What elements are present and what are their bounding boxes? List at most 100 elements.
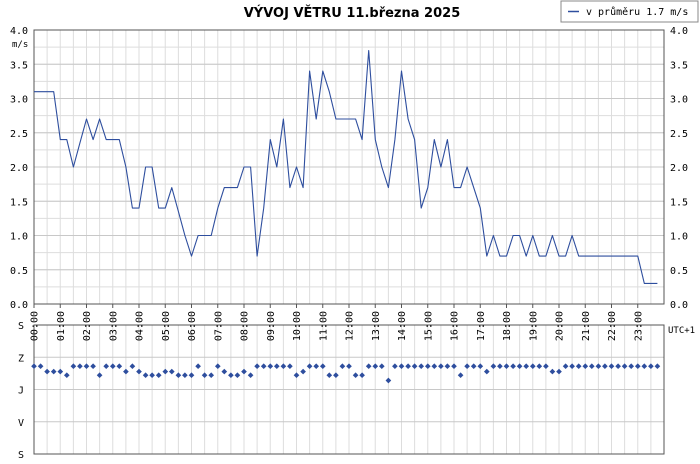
direction-point — [103, 363, 110, 370]
y-tick-label-right: 4.0 — [670, 26, 688, 37]
direction-point — [634, 363, 641, 370]
direction-point — [221, 368, 228, 375]
bottom-grid — [34, 325, 664, 454]
y-tick-label-left: 1.5 — [10, 197, 28, 208]
direction-point — [293, 372, 300, 379]
direction-point — [214, 363, 221, 370]
direction-point — [326, 372, 333, 379]
direction-tick-label: S — [18, 450, 24, 460]
direction-point — [359, 372, 365, 379]
direction-point — [116, 363, 123, 370]
x-axis: 00:00 01:00 02:00 03:00 04:00 05:00 06:00 07:00… — [30, 304, 644, 341]
direction-point — [569, 363, 575, 370]
x-tick-label: 19:00 — [528, 311, 539, 341]
y-tick-label-left: 4.0 — [10, 26, 28, 37]
x-tick-label: 09:00 — [266, 311, 277, 341]
direction-point — [339, 363, 346, 370]
direction-point — [228, 372, 234, 379]
direction-point — [306, 363, 313, 370]
direction-point — [234, 372, 241, 379]
y-tick-label-right: 0.5 — [670, 266, 688, 277]
direction-point — [398, 363, 405, 370]
y-tick-label-right: 1.0 — [670, 232, 688, 243]
direction-point — [123, 368, 129, 375]
y-tick-label-right: 1.5 — [670, 197, 688, 208]
direction-point — [510, 363, 516, 370]
direction-point — [241, 368, 247, 375]
direction-point — [129, 363, 136, 370]
x-tick-label: 07:00 — [213, 311, 224, 341]
top-grid — [34, 30, 664, 304]
x-tick-label: 13:00 — [371, 311, 382, 341]
y-tick-label-left: 3.0 — [10, 95, 28, 106]
direction-point — [175, 372, 182, 379]
direction-point — [155, 372, 162, 379]
direction-point — [136, 368, 142, 375]
direction-tick-label: J — [18, 386, 24, 397]
direction-point — [641, 363, 648, 370]
direction-point — [208, 372, 215, 379]
x-tick-label: 21:00 — [581, 311, 592, 341]
direction-point — [201, 372, 208, 379]
direction-point — [37, 363, 44, 370]
direction-point — [378, 363, 385, 370]
direction-point — [44, 368, 50, 375]
direction-point — [588, 363, 595, 370]
direction-point — [562, 363, 569, 370]
direction-point — [595, 363, 602, 370]
direction-point — [372, 363, 379, 370]
x-tick-label: 08:00 — [240, 311, 251, 341]
direction-point — [523, 363, 530, 370]
x-tick-label: 17:00 — [476, 311, 487, 341]
y-tick-label-left: 3.5 — [10, 60, 28, 71]
x-axis-label: UTC+1 — [668, 326, 695, 336]
y-tick-label-right: 3.5 — [670, 60, 688, 71]
direction-point — [162, 368, 169, 375]
direction-point — [352, 372, 359, 379]
direction-point — [536, 363, 543, 370]
legend-box — [560, 0, 699, 23]
direction-point — [497, 363, 503, 370]
direction-point — [57, 368, 64, 375]
x-tick-label: 02:00 — [82, 311, 93, 341]
direction-point — [470, 363, 477, 370]
direction-point — [628, 363, 635, 370]
direction-point — [96, 372, 103, 379]
y-tick-label-right: 3.0 — [670, 95, 688, 106]
direction-point — [431, 363, 438, 370]
direction-point — [188, 372, 195, 379]
direction-point — [490, 363, 497, 370]
x-tick-label: 23:00 — [633, 311, 644, 341]
direction-point — [424, 363, 431, 370]
direction-point — [451, 363, 457, 370]
direction-point — [582, 363, 589, 370]
direction-point — [385, 377, 392, 384]
legend: v průměru 1.7 m/s — [560, 0, 699, 23]
x-tick-label: 10:00 — [292, 311, 303, 341]
direction-point — [438, 363, 444, 370]
direction-point — [457, 372, 464, 379]
direction-point — [182, 372, 188, 379]
y-tick-label-right: 2.5 — [670, 129, 688, 140]
speed-series — [34, 49, 658, 284]
direction-point — [31, 363, 37, 370]
direction-point — [273, 363, 280, 370]
y-tick-label-left: 0.5 — [10, 266, 28, 277]
direction-point — [444, 363, 451, 370]
direction-tick-label: Z — [18, 353, 24, 364]
y-axis-unit: m/s — [12, 40, 28, 50]
direction-point — [109, 363, 116, 370]
direction-point — [280, 363, 287, 370]
y-tick-label-right: 0.0 — [670, 300, 688, 311]
direction-point — [503, 363, 510, 370]
bottom-plot-frame — [33, 324, 665, 455]
direction-point — [549, 368, 556, 375]
chart-title: VÝVOJ VĚTRU 11.března 2025 — [244, 5, 461, 21]
direction-axis: S V J Z S — [18, 321, 24, 461]
direction-point — [70, 363, 77, 370]
direction-point — [602, 363, 608, 370]
x-tick-label: 15:00 — [423, 311, 434, 341]
direction-point — [168, 368, 175, 375]
direction-point — [365, 363, 372, 370]
